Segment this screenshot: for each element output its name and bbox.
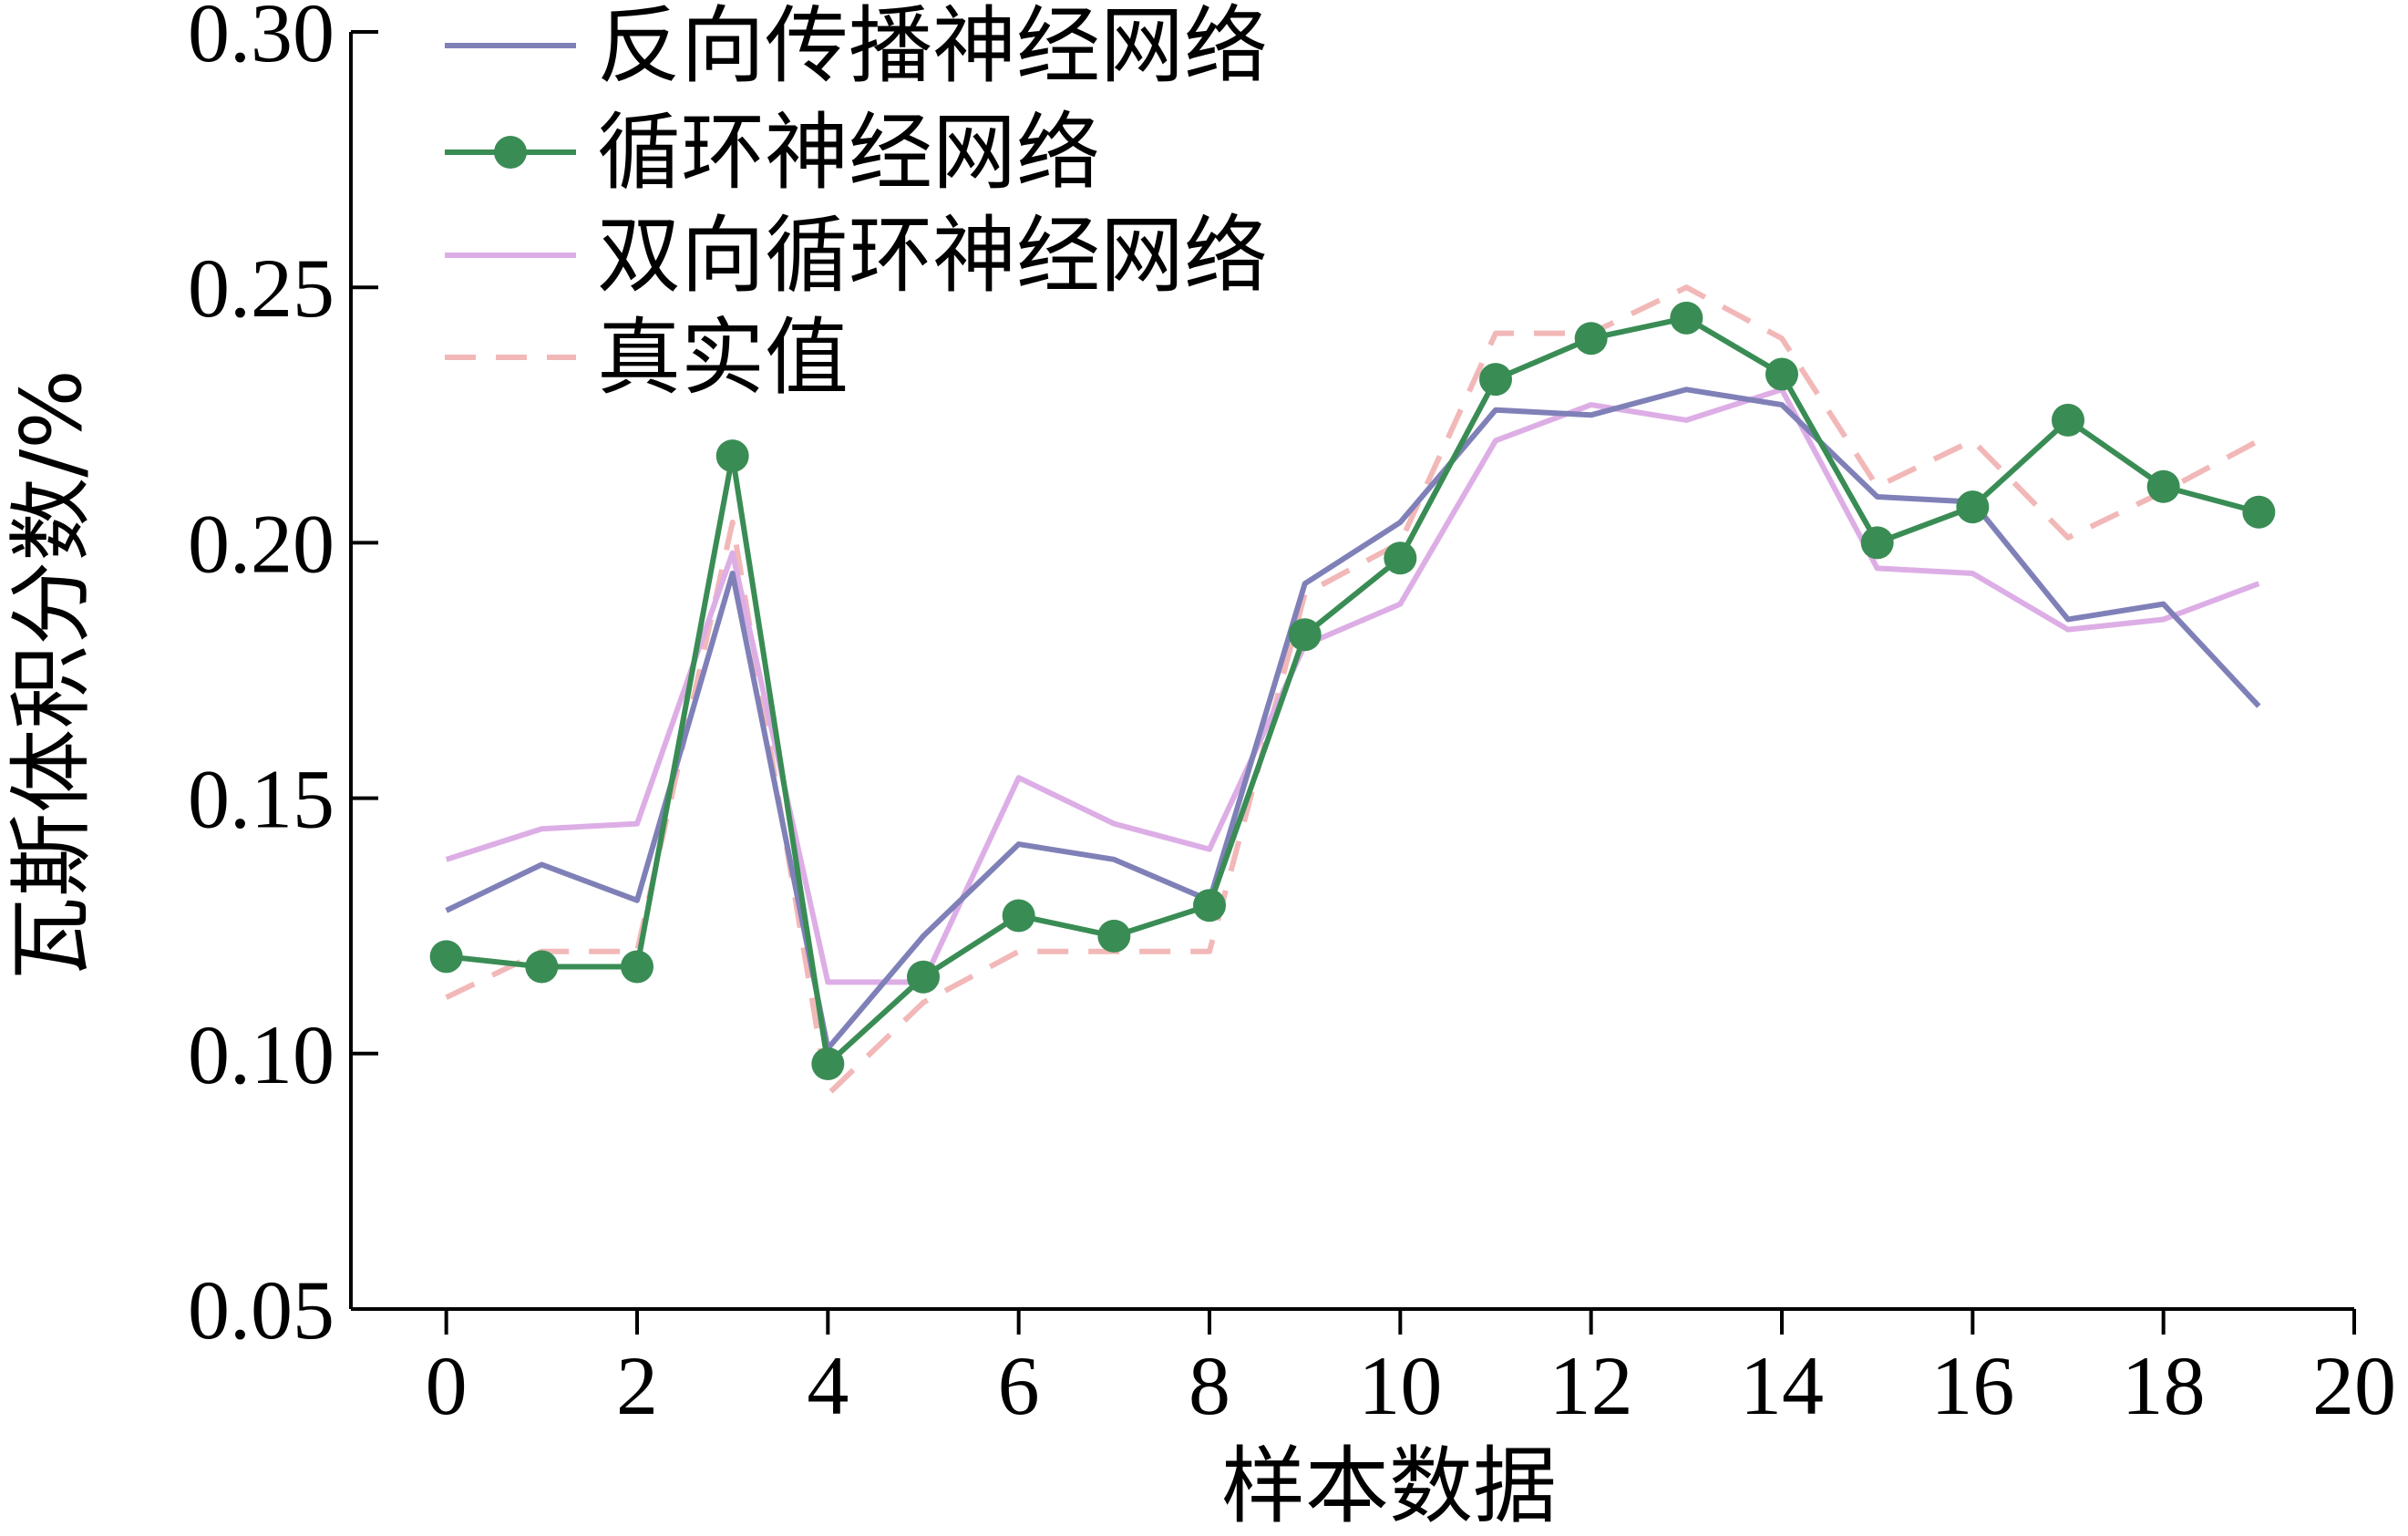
series-point — [1479, 363, 1512, 397]
y-axis-title: 瓦斯体积分数/% — [3, 369, 100, 980]
series-point — [1384, 541, 1417, 575]
series-point — [1097, 919, 1131, 953]
plot-area — [429, 284, 2276, 1098]
series-point — [1193, 889, 1226, 923]
series-3 — [445, 387, 2260, 985]
x-tick-label: 0 — [426, 1339, 468, 1432]
series-point — [1860, 526, 1894, 560]
series-point — [2146, 469, 2180, 503]
x-tick-label: 10 — [1358, 1339, 1442, 1432]
y-tick-label: 0.20 — [188, 497, 334, 590]
series-point — [1002, 899, 1035, 933]
y-tick-label: 0.15 — [188, 753, 334, 846]
legend-item: 循环神经网络 — [445, 104, 1100, 201]
series-point — [1956, 490, 1990, 524]
x-tick-label: 18 — [2122, 1339, 2206, 1432]
series-point — [2242, 495, 2276, 529]
series-4 — [445, 284, 2260, 1098]
y-tick-label: 0.25 — [188, 242, 334, 335]
x-tick-label: 14 — [1740, 1339, 1824, 1432]
y-tick-label: 0.05 — [188, 1263, 334, 1356]
series-point — [1288, 618, 1322, 652]
series-point — [621, 950, 653, 984]
series-1 — [445, 387, 2261, 1052]
series-point — [2052, 403, 2084, 437]
legend-label: 循环神经网络 — [597, 104, 1100, 201]
x-ticks: 0 2 4 6 8 10 12 14 16 18 20 — [426, 1309, 2396, 1432]
x-tick-label: 6 — [998, 1339, 1040, 1432]
x-tick-label: 20 — [2312, 1339, 2396, 1432]
legend-item: 双向循环神经网络 — [445, 207, 1268, 304]
series-point — [715, 439, 749, 473]
series-point — [429, 940, 463, 974]
legend-label: 双向循环神经网络 — [597, 207, 1268, 304]
series-point — [811, 1047, 845, 1081]
y-ticks: 0.05 0.10 0.15 0.20 0.25 0.30 — [188, 0, 378, 1356]
series-line — [445, 284, 2260, 1098]
series-2 — [429, 301, 2276, 1081]
legend-label: 真实值 — [597, 309, 849, 407]
legend-item: 反向传播神经网络 — [445, 0, 1268, 95]
series-point — [525, 950, 559, 984]
x-tick-label: 2 — [616, 1339, 658, 1432]
series-point — [907, 960, 940, 994]
y-tick-label: 0.10 — [188, 1008, 334, 1101]
x-tick-label: 12 — [1549, 1339, 1633, 1432]
series-point — [1574, 322, 1608, 356]
series-point — [1765, 357, 1798, 391]
y-tick-label: 0.30 — [188, 0, 334, 79]
x-tick-label: 8 — [1189, 1339, 1230, 1432]
x-axis-title: 样本数据 — [1221, 1438, 1557, 1535]
x-tick-label: 4 — [807, 1339, 849, 1432]
legend-label: 反向传播神经网络 — [597, 0, 1268, 95]
series-line — [445, 387, 2260, 985]
legend-item: 真实值 — [445, 309, 849, 407]
series-point — [1670, 301, 1703, 335]
axes: 0 2 4 6 8 10 12 14 16 18 20 0.050.100.150.200.250.… — [188, 0, 2396, 1432]
legend-marker — [494, 136, 527, 169]
series-line — [445, 387, 2261, 1052]
x-tick-label: 16 — [1930, 1339, 2014, 1432]
series-line — [446, 314, 2260, 1067]
